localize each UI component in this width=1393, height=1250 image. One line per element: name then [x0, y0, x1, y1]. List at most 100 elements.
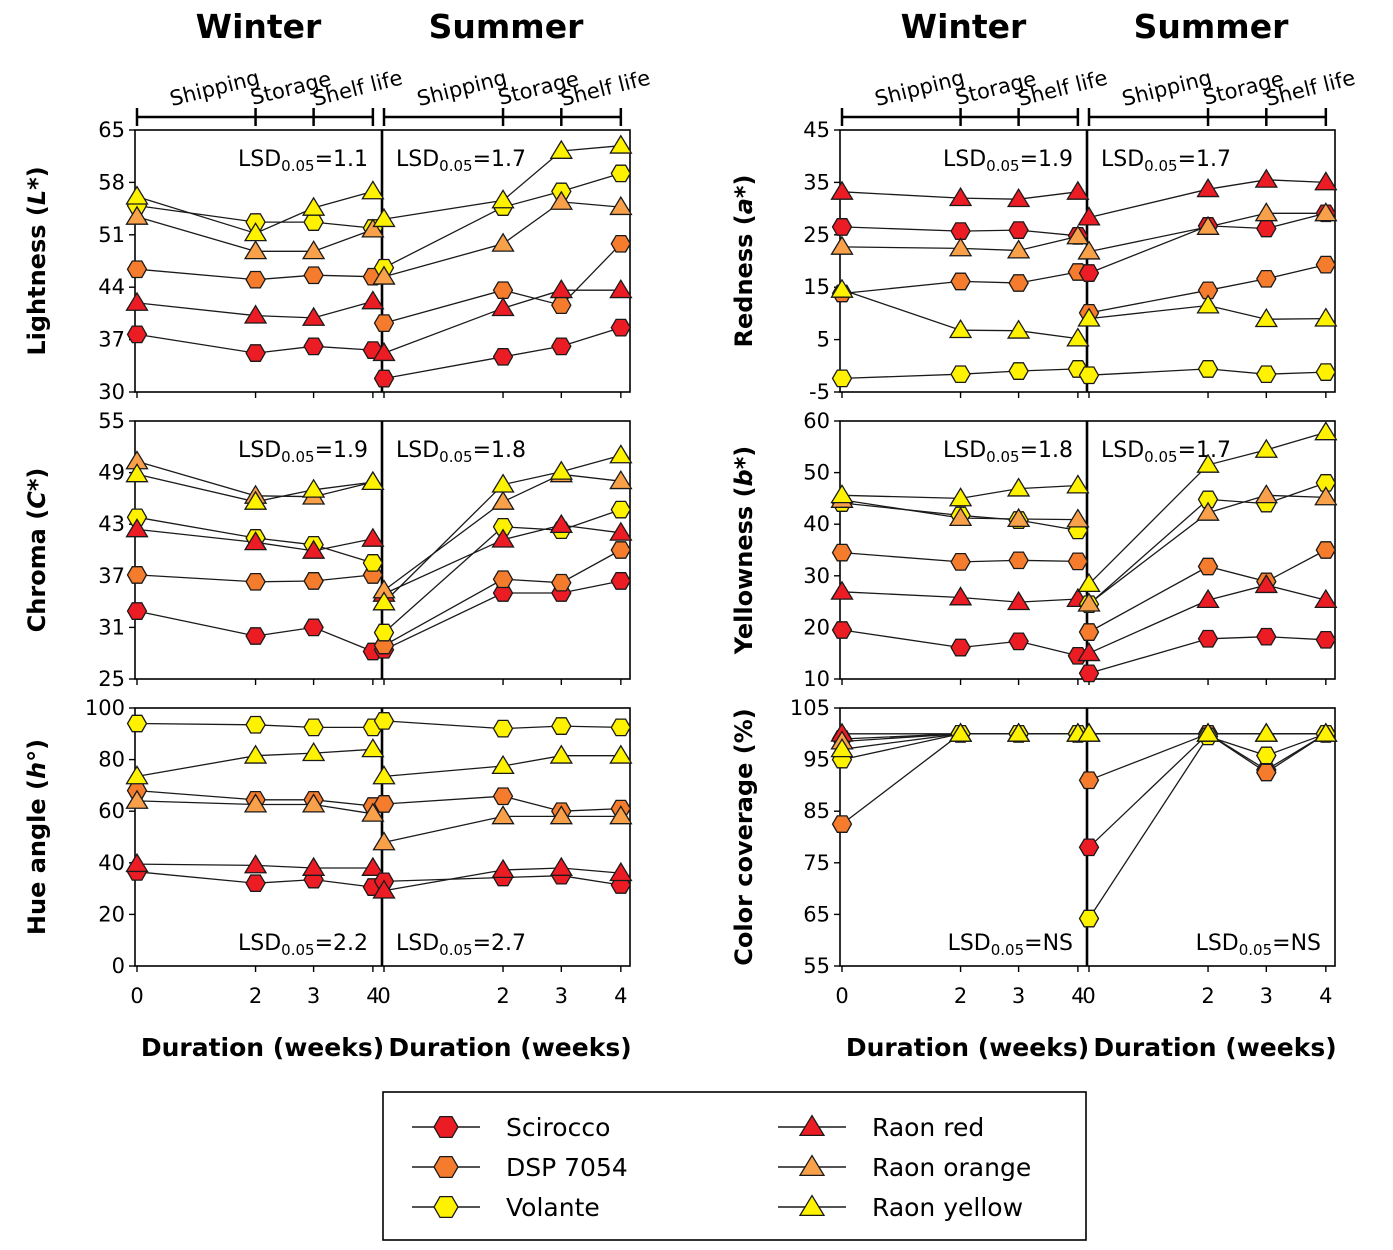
- data-point-scirocco: [1078, 664, 1100, 683]
- y-tick-label: 0: [112, 954, 125, 978]
- y-tick-label: 60: [803, 409, 830, 433]
- data-point-volante: [1197, 490, 1219, 509]
- season-title-winter: Winter: [196, 7, 322, 46]
- lsd-prefix: LSD: [1101, 438, 1144, 463]
- lsd-annotation-winter: LSD0.05=1.9: [943, 147, 1073, 175]
- data-point-raon-red: [1254, 168, 1278, 188]
- series-line-scirocco-summer: [383, 580, 621, 651]
- series-line-raon-red-summer: [383, 289, 621, 354]
- data-point-raon-yellow: [491, 189, 515, 209]
- data-point-raon-yellow: [1314, 421, 1338, 441]
- data-point-raon-red: [1006, 590, 1031, 611]
- y-axis-label: Hue angle (h°): [23, 739, 51, 935]
- data-point-raon-yellow: [830, 278, 854, 298]
- y-axis-label-part: *): [730, 175, 758, 199]
- y-tick-label: 31: [98, 615, 125, 639]
- data-point-dsp-7054: [126, 260, 148, 279]
- y-tick-label: 45: [803, 118, 830, 142]
- series-line-dsp-7054-winter: [136, 268, 373, 281]
- data-point-dsp-7054: [551, 573, 572, 592]
- data-point-dsp-7054: [492, 787, 514, 806]
- data-point-volante: [303, 718, 324, 737]
- series-line-raon-orange-summer: [1088, 494, 1326, 605]
- y-tick-label: 37: [98, 564, 125, 588]
- data-point-dsp-7054: [303, 572, 324, 590]
- x-tick-label: 3: [1012, 984, 1025, 1008]
- series-line-volante-winter: [136, 516, 374, 564]
- data-point-raon-red: [243, 304, 268, 324]
- y-tick-label: 60: [98, 799, 125, 823]
- y-tick-label: 40: [803, 512, 830, 536]
- lsd-annotation-summer: LSD0.05=NS: [1196, 931, 1321, 959]
- data-point-dsp-7054: [1008, 274, 1029, 292]
- y-axis-label-part: Color coverage (%): [730, 708, 758, 965]
- data-point-dsp-7054: [1078, 771, 1100, 790]
- data-point-raon-yellow: [1006, 722, 1031, 742]
- data-point-scirocco: [1008, 221, 1029, 239]
- x-axis-label: Duration (weeks): [846, 1033, 1089, 1062]
- lsd-annotation-winter: LSD0.05=1.9: [238, 438, 368, 466]
- data-point-raon-orange: [243, 240, 268, 260]
- data-point-raon-yellow: [361, 738, 385, 758]
- y-tick-label: 30: [98, 380, 125, 404]
- data-point-raon-yellow: [609, 744, 633, 764]
- lsd-subscript: 0.05: [281, 157, 314, 175]
- data-point-scirocco: [610, 572, 632, 590]
- series-line-volante-winter: [136, 204, 373, 229]
- data-point-raon-orange: [301, 793, 326, 813]
- data-point-scirocco: [245, 627, 266, 645]
- data-point-raon-red: [125, 518, 149, 538]
- data-point-raon-yellow: [243, 222, 268, 242]
- data-point-volante: [303, 213, 324, 231]
- data-point-raon-red: [1006, 187, 1031, 208]
- y-axis-label-part: L: [23, 190, 51, 205]
- data-point-raon-yellow: [549, 744, 573, 764]
- data-point-raon-yellow: [830, 738, 854, 758]
- data-point-raon-yellow: [1254, 438, 1278, 458]
- data-point-scirocco: [492, 347, 514, 366]
- data-point-raon-yellow: [301, 741, 326, 762]
- data-point-raon-yellow: [1314, 307, 1338, 327]
- data-point-dsp-7054: [831, 815, 853, 833]
- data-point-raon-red: [301, 306, 326, 326]
- data-point-raon-orange: [609, 195, 633, 216]
- data-point-raon-orange: [361, 218, 385, 238]
- data-point-volante: [1078, 909, 1100, 928]
- series-line-raon-orange-winter: [136, 216, 374, 252]
- series-line-raon-yellow-summer: [1088, 431, 1327, 585]
- data-point-raon-orange: [1254, 484, 1278, 504]
- data-point-raon-red: [125, 291, 149, 311]
- series-line-raon-yellow-winter: [136, 748, 373, 778]
- data-point-raon-yellow: [948, 318, 973, 339]
- series-line-volante-summer: [1088, 733, 1327, 919]
- legend-marker-dsp-7054: [433, 1155, 459, 1179]
- series-line-raon-red-winter: [136, 300, 374, 319]
- data-point-scirocco: [831, 218, 853, 236]
- lsd-prefix: LSD: [396, 438, 439, 463]
- season-title-winter: Winter: [901, 7, 1027, 46]
- lsd-annotation-summer: LSD0.05=2.7: [396, 931, 526, 959]
- y-axis-label: Yellowness (b*): [730, 446, 758, 656]
- data-point-volante: [245, 715, 266, 734]
- data-point-dsp-7054: [373, 795, 395, 813]
- lsd-annotation-winter: LSD0.05=1.1: [238, 147, 368, 175]
- data-point-raon-orange: [1006, 239, 1031, 259]
- data-point-scirocco: [245, 344, 266, 362]
- lsd-subscript: 0.05: [439, 157, 472, 175]
- data-point-raon-yellow: [1314, 722, 1338, 742]
- y-axis-label-part: Lightness (: [23, 205, 51, 356]
- series-line-raon-orange-winter: [136, 800, 373, 815]
- data-point-scirocco: [1256, 627, 1277, 646]
- data-point-dsp-7054: [492, 570, 514, 589]
- data-point-raon-orange: [243, 793, 268, 813]
- lsd-subscript: 0.05: [281, 448, 314, 466]
- y-tick-label: 20: [98, 902, 125, 926]
- data-point-raon-red: [491, 296, 515, 317]
- data-point-dsp-7054: [1197, 281, 1219, 300]
- data-point-raon-yellow: [1006, 319, 1031, 339]
- lsd-value: =1.9: [1020, 147, 1073, 172]
- data-point-dsp-7054: [492, 281, 514, 300]
- data-point-raon-orange: [491, 805, 515, 825]
- data-point-raon-red: [609, 521, 633, 541]
